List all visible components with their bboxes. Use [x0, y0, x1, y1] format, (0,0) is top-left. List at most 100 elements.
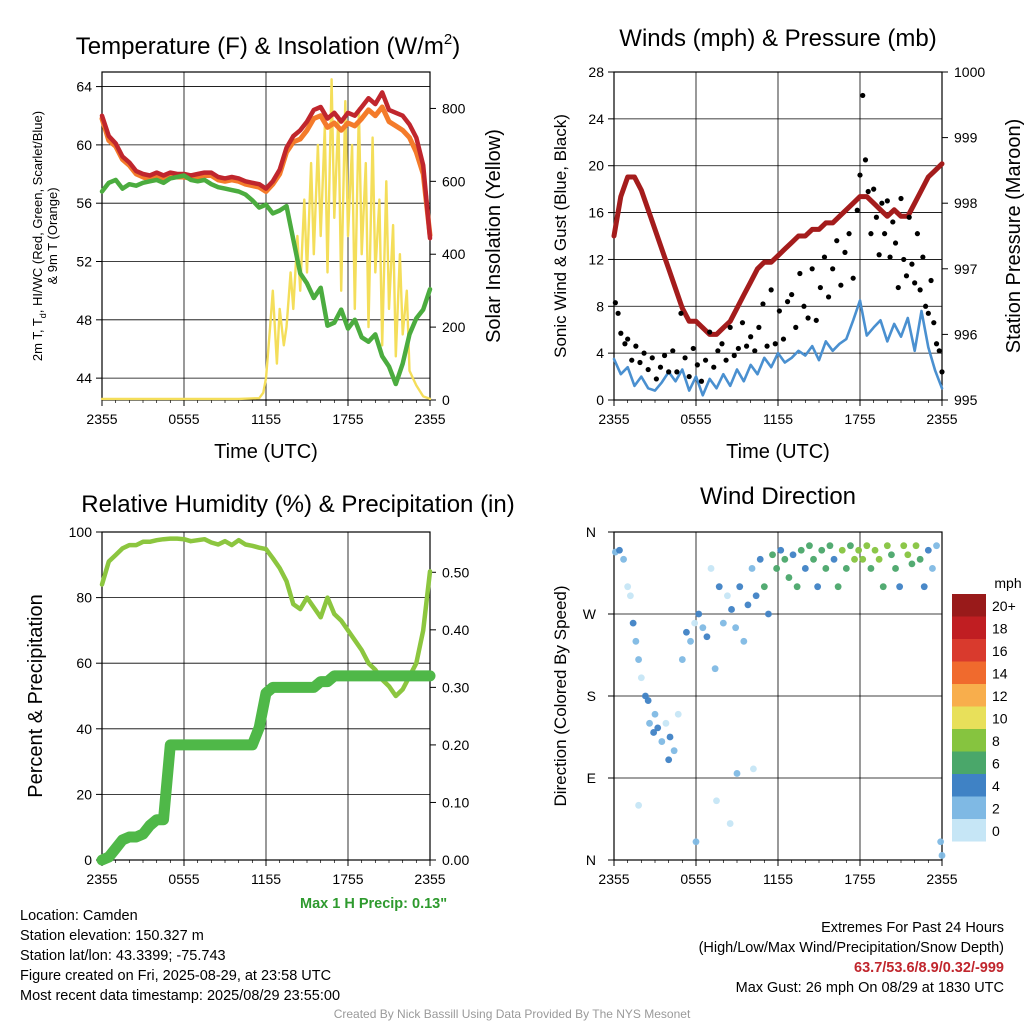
x-axis-label: Time (UTC): [214, 441, 318, 463]
y-tick-label: 8: [596, 298, 604, 314]
direction-point: [847, 542, 854, 550]
gust-point: [674, 369, 680, 375]
direction-point: [871, 546, 879, 554]
gust-point: [876, 252, 882, 258]
y2-tick-label: 0.50: [442, 564, 469, 580]
legend-label: 10: [992, 711, 1008, 727]
direction-point: [801, 565, 809, 572]
gust-point: [834, 238, 840, 244]
y-axis-label: Direction (Colored By Speed): [551, 585, 570, 806]
humidity-panel: 2355 0555 1155 1755 2355 0 20 40 60 80 100 0.00 0.10…: [25, 491, 515, 887]
gust-point: [760, 301, 766, 307]
y2-tick-label: 400: [442, 246, 466, 262]
x-tick-label: 0555: [168, 411, 199, 427]
gust-point: [817, 284, 823, 291]
direction-point: [635, 801, 642, 809]
x-axis-label: Time (UTC): [726, 441, 830, 463]
legend-label: 0: [992, 823, 1000, 839]
extremes-box: Extremes For Past 24 Hours (High/Low/Max…: [699, 918, 1004, 998]
direction-point: [916, 555, 924, 563]
figure-created: Figure created on Fri, 2025-08-29, at 23…: [20, 968, 332, 984]
direction-point: [635, 656, 642, 663]
insolation-line: [100, 78, 432, 401]
direction-point: [670, 747, 678, 755]
gust-point: [748, 334, 754, 340]
y-tick-label: 12: [588, 251, 604, 267]
direction-point: [650, 729, 658, 736]
gust-point: [752, 348, 758, 354]
gust-point: [622, 341, 628, 347]
gust-point: [920, 254, 926, 260]
extremes-subheading: (High/Low/Max Wind/Precipitation/Snow De…: [698, 940, 1004, 956]
station-latlon: Station lat/lon: 43.3399; -75.743: [20, 948, 226, 964]
temp-9m-line: [99, 104, 433, 238]
y-tick-label: 20: [588, 158, 604, 174]
gust-point: [678, 310, 684, 316]
direction-point: [748, 565, 756, 572]
gust-point: [887, 254, 893, 260]
gust-point: [657, 364, 664, 370]
temperature-title: Temperature (F) & Insolation (W/m2): [76, 31, 460, 60]
gust-point: [772, 341, 778, 347]
title-close: ): [452, 33, 460, 60]
wind-direction-title: Wind Direction: [700, 483, 856, 510]
gust-point: [723, 357, 729, 363]
gust-point: [739, 320, 746, 326]
direction-point: [769, 551, 776, 559]
direction-point: [781, 555, 789, 563]
station-elevation: Station elevation: 150.327 m: [20, 928, 204, 944]
x-tick-label: 2355: [598, 871, 629, 887]
direction-point: [879, 583, 887, 591]
direction-point: [699, 624, 707, 632]
max-precip-note: Max 1 H Precip: 0.13": [300, 896, 448, 912]
title-main: Temperature (F) & Insolation (W/m: [76, 33, 444, 60]
direction-point: [822, 565, 830, 572]
gust-point: [756, 324, 762, 330]
legend-swatch: [952, 819, 986, 842]
y2-tick-label: 997: [954, 261, 978, 277]
direction-point: [724, 592, 731, 600]
direction-point: [707, 565, 715, 572]
gust-point: [629, 357, 635, 363]
direction-point: [842, 565, 850, 572]
y-tick-label: 24: [588, 111, 604, 127]
x-tick-label: 2355: [598, 411, 629, 427]
gust-point: [615, 310, 621, 316]
x-tick-label: 1155: [251, 411, 281, 427]
gust-point: [865, 188, 871, 195]
direction-point: [740, 637, 748, 645]
gust-point: [780, 336, 787, 342]
gust-point: [936, 348, 942, 354]
direction-point: [785, 574, 793, 581]
direction-point: [896, 583, 904, 591]
direction-point: [924, 546, 932, 554]
gust-point: [793, 324, 799, 330]
precipitation-line: [96, 670, 436, 866]
gust-point: [873, 214, 880, 220]
direction-point: [777, 546, 785, 554]
gust-point: [933, 341, 940, 347]
x-tick-label: 2355: [926, 871, 957, 887]
direction-point: [711, 665, 719, 673]
x-tick-label: 1755: [332, 871, 363, 887]
gust-point: [825, 294, 832, 300]
gust-point: [914, 231, 921, 237]
gust-point: [686, 373, 692, 380]
legend-swatch: [952, 774, 986, 797]
gust-point: [821, 254, 828, 260]
direction-point: [773, 565, 781, 572]
gust-point: [645, 366, 651, 373]
direction-point: [683, 628, 690, 636]
y-tick-label: 64: [76, 79, 92, 95]
gust-point: [715, 348, 721, 354]
gust-point: [846, 231, 852, 237]
gust-point: [809, 266, 815, 272]
gust-point: [895, 284, 901, 291]
gust-point: [923, 303, 929, 309]
y2-tick-label: 999: [954, 130, 978, 146]
direction-point: [789, 551, 797, 559]
extremes-values: 63.7/53.6/8.9/0.32/-999: [854, 960, 1004, 976]
legend-label: 20+: [992, 598, 1016, 614]
y2-tick-label: 995: [954, 392, 978, 408]
legend-title: mph: [994, 575, 1021, 591]
